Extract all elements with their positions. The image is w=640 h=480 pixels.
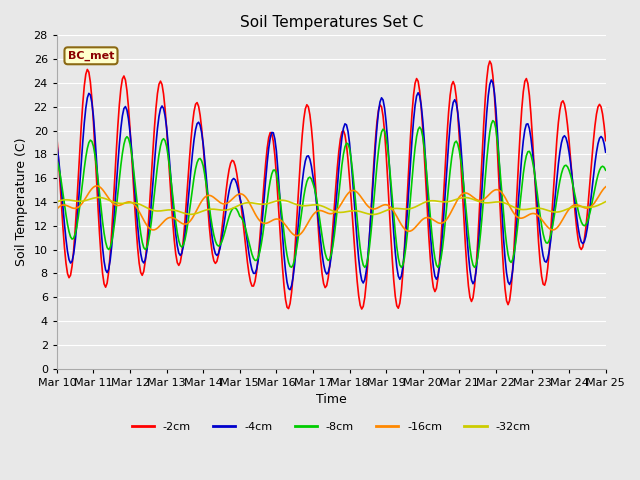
X-axis label: Time: Time — [316, 393, 347, 406]
-32cm — [367, 212, 374, 217]
-32cm — [387, 206, 394, 212]
-2cm — [358, 306, 365, 312]
-16cm — [93, 183, 100, 189]
-2cm — [367, 211, 374, 216]
-16cm — [602, 184, 609, 190]
-32cm — [68, 198, 76, 204]
-4cm — [367, 213, 374, 219]
-2cm — [155, 81, 163, 87]
-32cm — [538, 206, 545, 212]
-2cm — [397, 288, 405, 294]
-4cm — [538, 243, 545, 249]
-8cm — [602, 168, 609, 173]
Title: Soil Temperatures Set C: Soil Temperatures Set C — [239, 15, 423, 30]
-16cm — [157, 222, 164, 228]
-32cm — [157, 208, 164, 214]
-2cm — [486, 58, 493, 64]
-4cm — [385, 160, 393, 166]
-4cm — [488, 77, 495, 83]
-16cm — [68, 205, 76, 211]
-16cm — [538, 216, 545, 222]
-8cm — [53, 156, 61, 162]
-2cm — [68, 263, 76, 269]
Line: -2cm: -2cm — [57, 61, 605, 309]
-4cm — [286, 287, 294, 292]
-32cm — [94, 194, 102, 200]
-32cm — [369, 212, 376, 217]
-4cm — [155, 114, 163, 120]
-16cm — [292, 233, 300, 239]
-16cm — [387, 204, 394, 210]
-2cm — [53, 133, 61, 139]
-16cm — [369, 206, 376, 212]
-32cm — [53, 199, 61, 205]
-8cm — [397, 264, 405, 270]
Legend: -2cm, -4cm, -8cm, -16cm, -32cm: -2cm, -4cm, -8cm, -16cm, -32cm — [127, 418, 535, 436]
-32cm — [399, 206, 406, 212]
-16cm — [53, 206, 61, 212]
-8cm — [367, 231, 374, 237]
-2cm — [385, 204, 393, 209]
Text: BC_met: BC_met — [68, 51, 114, 61]
-8cm — [155, 152, 163, 157]
-2cm — [602, 138, 609, 144]
-4cm — [602, 149, 609, 155]
-2cm — [538, 273, 545, 279]
-16cm — [399, 224, 406, 230]
Line: -8cm: -8cm — [57, 120, 605, 267]
Y-axis label: Soil Temperature (C): Soil Temperature (C) — [15, 138, 28, 266]
-8cm — [361, 264, 369, 270]
-8cm — [385, 160, 393, 166]
-32cm — [602, 199, 609, 204]
Line: -16cm: -16cm — [57, 186, 605, 236]
-4cm — [53, 141, 61, 146]
Line: -4cm: -4cm — [57, 80, 605, 289]
-8cm — [489, 118, 497, 123]
-8cm — [538, 222, 545, 228]
-8cm — [68, 236, 76, 242]
-4cm — [397, 273, 405, 279]
-4cm — [68, 258, 76, 264]
Line: -32cm: -32cm — [57, 197, 605, 215]
